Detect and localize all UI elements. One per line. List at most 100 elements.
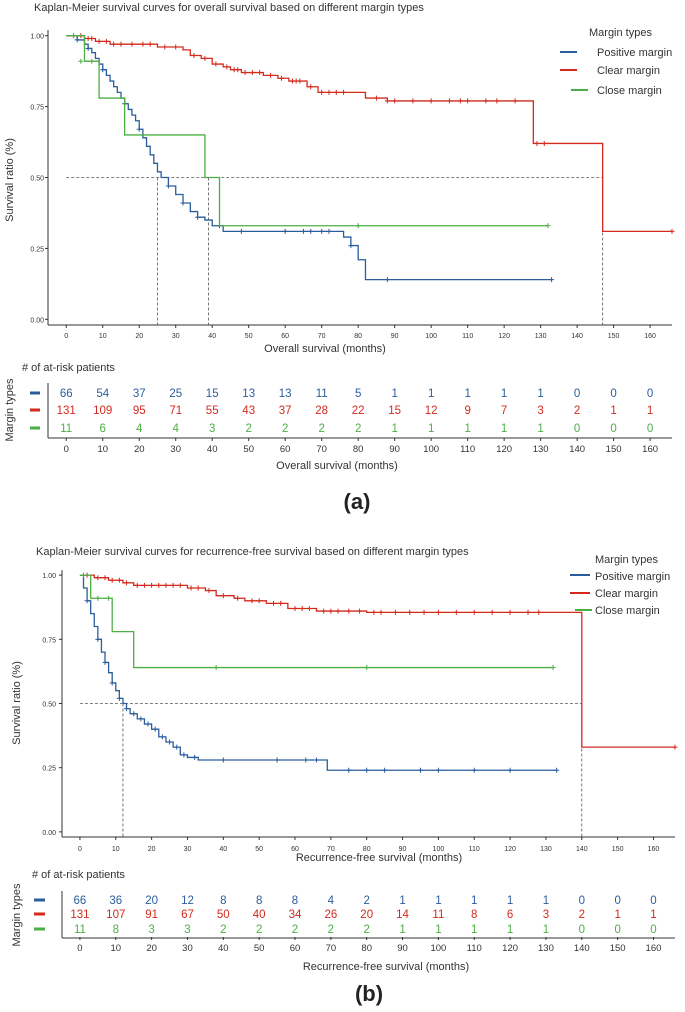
panel-b-ytick-label: 0.50 [42,702,56,709]
panel-b-risk-xtick-label: 120 [502,943,518,954]
panel-a-censor-clear-margin [96,38,102,44]
panel-b-censor-clear-margin [421,609,427,615]
panel-b-xtick-label: 0 [78,846,82,853]
panel-b-censor-close-margin [550,665,556,671]
panel-a-curve-clear-margin [66,35,672,233]
panel-a-xtick-label: 160 [644,333,656,340]
panel-a-risk-value: 1 [537,423,543,435]
panel-a-risk-value: 2 [318,423,324,435]
panel-b-xtick-label: 160 [648,846,660,853]
panel-a-risk-value: 1 [391,388,397,400]
panel-b-censor-positive-margin [382,767,388,773]
panel-a-risk-value: 43 [242,405,255,417]
panel-a-risk-value: 1 [464,388,470,400]
panel-b-ytick-label: 0.75 [42,637,56,644]
panel-b-censor-clear-margin [256,598,262,604]
panel-a-censor-positive-margin [384,277,390,283]
panel-b-risk-value: 1 [399,924,405,936]
panel-a-legend-positive: Positive margin [597,47,672,59]
panel-b-censor-positive-margin [364,767,370,773]
panel-a-xtick-label: 40 [208,333,216,340]
panel-a-risk-value: 1 [501,388,507,400]
panel-b-xtick-label: 90 [399,846,407,853]
panel-b-censor-clear-margin [371,609,377,615]
panel-a-xtick-label: 140 [571,333,583,340]
panel-a-risk-value: 1 [391,423,397,435]
panel-a-censor-clear-margin [111,41,117,47]
panel-b-risk-value: 1 [435,924,441,936]
panel-b-censor-clear-margin [378,609,384,615]
panel-a-risk-value: 3 [537,405,543,417]
panel-a-censor-positive-margin [282,228,288,234]
panel-a-ytick-label: 1.00 [30,34,44,41]
panel-a-censor-close-margin [71,33,77,39]
panel-b-risk-xtick-label: 90 [397,943,408,954]
panel-b-ytick-label: 0.00 [42,830,56,837]
panel-b-censor-positive-margin [131,711,137,717]
panel-b-xtick-label: 20 [148,846,156,853]
panel-b-risk-value: 131 [70,909,89,921]
panel-b-risk-xtick-label: 50 [254,943,265,954]
panel-a-label: (a) [344,489,371,514]
panel-b-censor-clear-margin [278,600,284,606]
panel-b-censor-clear-margin [149,582,155,588]
panel-a-censor-clear-margin [118,41,124,47]
panel-a-title: Kaplan-Meier survival curves for overall… [34,2,424,14]
panel-a-censor-clear-margin [457,98,463,104]
panel-b-censor-clear-margin [328,608,334,614]
panel-a-legend: Margin types Positive margin Clear margi… [560,27,672,97]
panel-b-censor-clear-margin [507,609,513,615]
panel-a-risk-value: 2 [282,423,288,435]
panel-b-xtick-label: 60 [291,846,299,853]
panel-b-risk-value: 91 [145,909,158,921]
panel-b-censor-clear-margin [435,609,441,615]
panel-a-censor-clear-margin [308,84,314,90]
panel-b-risk-value: 14 [396,909,409,921]
panel-b-censor-clear-margin [102,575,108,581]
panel-a-censor-clear-margin [202,55,208,61]
panel-a-censor-close-margin [545,223,551,229]
panel-a-ylabel: Survival ratio (%) [4,138,16,222]
panel-b-risk-value: 8 [292,895,298,907]
panel-b-risk-value: 20 [145,895,158,907]
panel-a-risk-value: 15 [206,388,219,400]
panel-a-legend-close: Close margin [597,85,662,97]
panel-a-risk-value: 15 [388,405,401,417]
panel-a-censor-clear-margin [483,98,489,104]
panel-a-risk-xtick-label: 140 [569,444,585,455]
panel-b-risk-xtick-label: 150 [610,943,626,954]
panel-b-censor-positive-margin [167,739,173,745]
panel-b-risk-value: 107 [106,909,125,921]
panel-a-risk-xlabel: Overall survival (months) [276,460,398,472]
panel-b-censor-clear-margin [525,609,531,615]
panel-b-risk-value: 26 [324,909,337,921]
panel-b-xtick-label: 100 [433,846,445,853]
panel-b-risk-value: 1 [471,895,477,907]
panel-a-risk-value: 25 [169,388,182,400]
panel-b-risk-value: 0 [579,924,585,936]
panel-b-censor-clear-margin [156,582,162,588]
panel-a: Kaplan-Meier survival curves for overall… [4,2,675,514]
panel-a-risk-value: 109 [93,405,112,417]
panel-a-risk-xtick-label: 30 [170,444,181,455]
panel-b-risk-value: 40 [253,909,266,921]
panel-b-censor-clear-margin [220,593,226,599]
panel-a-censor-clear-margin [235,67,241,73]
panel-b-censor-clear-margin [195,585,201,591]
panel-b-risk-xtick-label: 80 [361,943,372,954]
panel-b-censor-positive-margin [314,757,320,763]
panel-b-risk-value: 1 [435,895,441,907]
panel-b-censor-close-margin [81,572,87,578]
panel-b-censor-close-margin [95,595,101,601]
panel-b-risk-xtick-label: 100 [430,943,446,954]
panel-b-risk-xtick-label: 140 [574,943,590,954]
panel-a-risk-xtick-label: 90 [389,444,400,455]
panel-a-xtick-label: 10 [99,333,107,340]
panel-b-censor-positive-margin [507,767,513,773]
panel-a-censor-clear-margin [541,140,547,146]
panel-b-censor-clear-margin [170,582,176,588]
panel-a-censor-clear-margin [669,228,675,234]
panel-a-censor-positive-margin [300,228,306,234]
panel-b-risk-x-ticks: 0 10 20 30 40 50 60 70 80 90 100 110 120 130 140 150 160 [77,937,661,954]
